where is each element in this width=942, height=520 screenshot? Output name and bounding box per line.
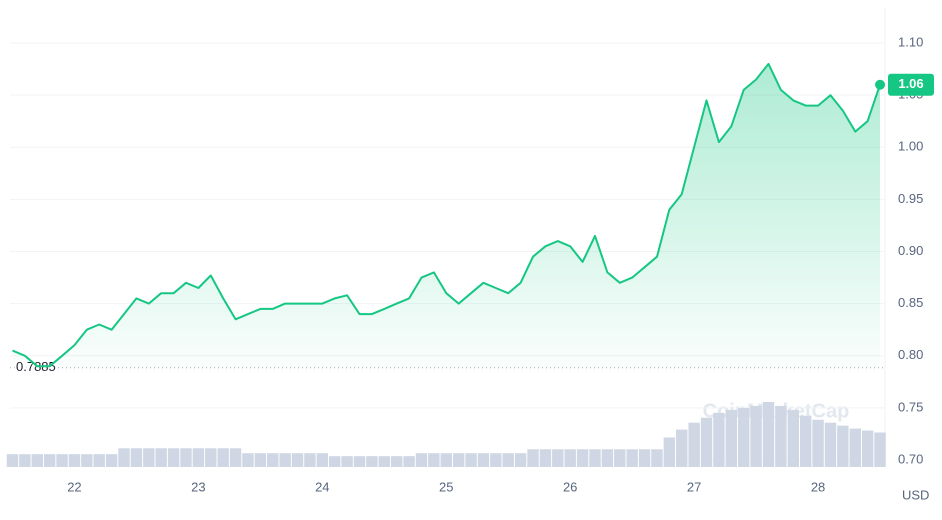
volume-bar bbox=[465, 453, 477, 467]
volume-bar bbox=[552, 449, 564, 467]
volume-bar bbox=[31, 454, 43, 467]
volume-bar bbox=[217, 448, 229, 467]
volume-bar bbox=[440, 453, 452, 467]
volume-bar bbox=[93, 454, 105, 467]
volume-bar bbox=[229, 448, 242, 467]
volume-bar bbox=[824, 422, 837, 467]
volume-bar bbox=[589, 449, 601, 467]
volume-bar bbox=[725, 409, 738, 467]
volume-bar bbox=[564, 449, 576, 467]
y-tick-label: 0.70 bbox=[898, 451, 923, 466]
volume-bar bbox=[787, 409, 799, 467]
volume-bar bbox=[192, 448, 205, 467]
y-tick-label: 1.10 bbox=[898, 34, 923, 49]
y-tick-label: 1.00 bbox=[898, 139, 923, 154]
volume-bar bbox=[242, 453, 254, 467]
currency-label: USD bbox=[902, 487, 929, 502]
volume-bar bbox=[676, 429, 688, 467]
last-price-badge bbox=[888, 73, 934, 96]
volume-bar bbox=[279, 453, 291, 467]
x-tick-label: 27 bbox=[687, 479, 701, 494]
volume-bar bbox=[329, 456, 341, 467]
volume-bar bbox=[68, 454, 81, 467]
volume-bar bbox=[601, 449, 614, 467]
volume-bar bbox=[56, 454, 68, 467]
price-area bbox=[12, 63, 881, 368]
volume-bar bbox=[750, 405, 762, 467]
volume-bar bbox=[700, 417, 713, 467]
x-tick-label: 24 bbox=[315, 479, 329, 494]
volume-bar bbox=[490, 453, 502, 467]
volume-bar bbox=[626, 449, 638, 467]
volume-bar bbox=[663, 437, 676, 467]
price-line bbox=[12, 62, 881, 368]
volume-bar bbox=[403, 456, 415, 467]
y-tick-label: 0.80 bbox=[898, 347, 923, 362]
last-price-label: 1.06 bbox=[898, 76, 923, 91]
volume-bar bbox=[155, 448, 167, 467]
last-price-dot bbox=[875, 79, 886, 90]
volume-bar bbox=[366, 456, 378, 467]
volume-bar bbox=[775, 405, 787, 467]
volume-bar bbox=[713, 412, 725, 467]
x-tick-label: 26 bbox=[563, 479, 577, 494]
volume-bar bbox=[527, 449, 539, 467]
x-tick-label: 22 bbox=[67, 479, 81, 494]
volume-bar bbox=[638, 449, 651, 467]
x-tick-label: 25 bbox=[439, 479, 453, 494]
volume-bar bbox=[341, 456, 353, 467]
y-tick-label: 0.90 bbox=[898, 243, 923, 258]
volume-bar bbox=[514, 453, 527, 467]
volume-bar bbox=[43, 454, 56, 467]
volume-bar bbox=[81, 454, 93, 467]
volume-bar bbox=[812, 419, 824, 467]
volume-bar bbox=[849, 428, 861, 467]
volume-bar bbox=[118, 448, 130, 467]
y-tick-label: 0.95 bbox=[898, 191, 923, 206]
volume-bar bbox=[291, 453, 304, 467]
volume-bar bbox=[738, 407, 750, 467]
volume-bar bbox=[477, 453, 490, 467]
volume-bar bbox=[539, 449, 552, 467]
y-tick-label: 0.75 bbox=[898, 399, 923, 414]
volume-bar bbox=[688, 422, 700, 467]
volume-bar bbox=[614, 449, 626, 467]
volume-bar bbox=[390, 456, 403, 467]
volume-bar bbox=[452, 453, 465, 467]
volume-bar bbox=[254, 453, 267, 467]
volume-bar bbox=[105, 454, 118, 467]
volume-bar bbox=[428, 453, 440, 467]
volume-bar bbox=[576, 449, 589, 467]
volume-bar bbox=[180, 448, 192, 467]
volume-bar bbox=[130, 448, 143, 467]
volume-bar bbox=[205, 448, 217, 467]
volume-bar bbox=[167, 448, 180, 467]
x-tick-label: 23 bbox=[191, 479, 205, 494]
volume-bar bbox=[762, 402, 775, 467]
volume-bar bbox=[502, 453, 514, 467]
volume-bar bbox=[837, 425, 849, 467]
volume-bar bbox=[651, 449, 663, 467]
volume-bar bbox=[799, 415, 812, 467]
volume-bar bbox=[415, 453, 428, 467]
open-price-label: 0.7885 bbox=[16, 359, 56, 374]
volume-bar bbox=[143, 448, 155, 467]
y-tick-label: 0.85 bbox=[898, 295, 923, 310]
volume-bar bbox=[19, 454, 31, 467]
volume-bar bbox=[267, 453, 279, 467]
volume-bar bbox=[861, 430, 874, 467]
volume-bar bbox=[874, 432, 886, 467]
volume-bar bbox=[6, 454, 19, 467]
volume-bar bbox=[378, 456, 390, 467]
volume-bar bbox=[304, 453, 316, 467]
volume-bar bbox=[353, 456, 366, 467]
volume-bar bbox=[316, 453, 329, 467]
x-tick-label: 28 bbox=[811, 479, 825, 494]
